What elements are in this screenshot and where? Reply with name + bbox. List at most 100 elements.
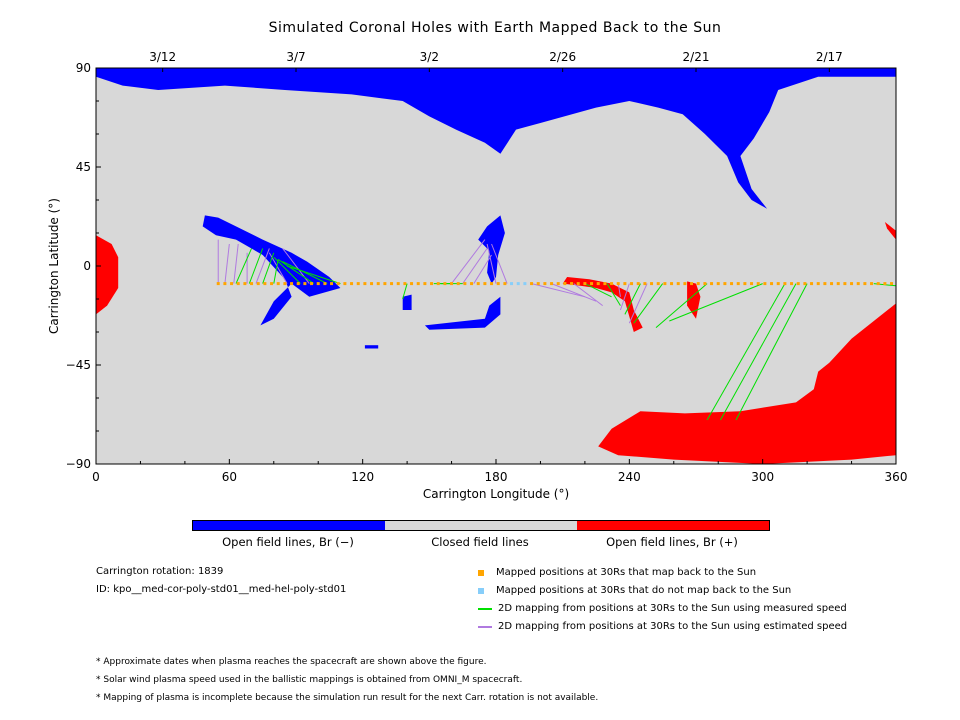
estimated-speed-line xyxy=(628,283,648,324)
mapped-position-marker xyxy=(756,282,760,286)
legend-estimated-label: 2D mapping from positions at 30Rs to the… xyxy=(498,621,848,632)
mapped-position-marker xyxy=(423,282,427,286)
mapped-position-marker xyxy=(576,282,580,286)
date-label: 2/17 xyxy=(816,50,843,64)
estimated-speed-line xyxy=(473,254,492,284)
estimated-speed-line xyxy=(486,243,497,284)
unmapped-position-marker xyxy=(523,282,527,286)
mapped-position-marker xyxy=(750,282,754,286)
chart-title: Simulated Coronal Holes with Earth Mappe… xyxy=(268,20,722,36)
mapped-position-marker xyxy=(636,282,640,286)
mapped-position-marker xyxy=(376,282,380,286)
estimated-speed-line xyxy=(573,283,603,306)
legend-mapped-label: Mapped positions at 30Rs that map back t… xyxy=(496,567,757,578)
mapped-position-marker xyxy=(803,282,807,286)
measured-speed-line xyxy=(282,261,328,285)
date-label: 3/7 xyxy=(286,50,305,64)
legend-estimated: 2D mapping from positions at 30Rs to the… xyxy=(478,621,847,632)
y-tick-label: 0 xyxy=(83,259,91,273)
estimated-speed-line xyxy=(451,239,486,284)
mapped-position-marker xyxy=(890,282,894,286)
green-line-icon xyxy=(478,607,492,610)
measured-speed-line xyxy=(606,283,621,306)
mapped-position-marker xyxy=(856,282,860,286)
colorbar-closed xyxy=(385,521,577,530)
mapped-position-marker xyxy=(776,282,780,286)
mapped-position-marker xyxy=(323,282,327,286)
legend-not-mapped-label: Mapped positions at 30Rs that do not map… xyxy=(496,585,792,596)
measured-speed-line xyxy=(235,248,253,284)
mapped-position-marker xyxy=(283,282,287,286)
note-speed: * Solar wind plasma speed used in the ba… xyxy=(96,675,523,685)
x-tick-label: 0 xyxy=(92,470,100,484)
mapped-position-marker xyxy=(796,282,800,286)
mapped-position-marker xyxy=(830,282,834,286)
estimated-speed-line xyxy=(462,248,488,284)
date-label: 2/21 xyxy=(683,50,710,64)
y-tick-label: −90 xyxy=(66,457,91,471)
mapped-position-marker xyxy=(303,282,307,286)
colorbar-open-negative xyxy=(193,521,385,530)
mapped-position-marker xyxy=(276,282,280,286)
mapped-position-marker xyxy=(710,282,714,286)
mapped-position-marker xyxy=(536,282,540,286)
measured-speed-line xyxy=(402,283,408,300)
mapped-position-marker xyxy=(336,282,340,286)
coronal-hole-positive-6 xyxy=(598,303,896,464)
mapped-position-marker xyxy=(730,282,734,286)
mapped-position-marker xyxy=(643,282,647,286)
mapped-position-marker xyxy=(243,282,247,286)
measured-speed-line xyxy=(720,283,797,421)
mapped-position-marker xyxy=(656,282,660,286)
measured-speed-line xyxy=(584,283,612,298)
note-incomplete: * Mapping of plasma is incomplete becaus… xyxy=(96,693,599,703)
mapped-position-marker xyxy=(650,282,654,286)
mapped-position-marker xyxy=(390,282,394,286)
mapped-position-marker xyxy=(270,282,274,286)
mapped-position-marker xyxy=(616,282,620,286)
mapped-position-marker xyxy=(316,282,320,286)
measured-speed-line xyxy=(706,283,786,421)
mapped-position-marker xyxy=(736,282,740,286)
mapped-position-marker xyxy=(236,282,240,286)
mapped-position-marker xyxy=(443,282,447,286)
mapped-position-marker xyxy=(403,282,407,286)
mapped-position-marker xyxy=(663,282,667,286)
mapped-position-marker xyxy=(603,282,607,286)
mapped-position-marker xyxy=(350,282,354,286)
mapped-position-marker xyxy=(356,282,360,286)
estimated-speed-line xyxy=(619,283,630,311)
mapped-position-marker xyxy=(410,282,414,286)
estimated-speed-line xyxy=(491,243,508,284)
estimated-speed-line xyxy=(531,283,586,298)
mapped-position-marker xyxy=(876,282,880,286)
mapped-position-marker xyxy=(330,282,334,286)
mapped-position-marker xyxy=(370,282,374,286)
mapped-position-marker xyxy=(223,282,227,286)
lightblue-square-icon xyxy=(478,587,484,594)
estimated-speed-line xyxy=(224,243,230,284)
mapped-position-marker xyxy=(836,282,840,286)
coronal-hole-negative-4 xyxy=(424,296,501,330)
mapped-position-marker xyxy=(696,282,700,286)
coronal-hole-negative-0 xyxy=(96,68,896,209)
mapped-position-marker xyxy=(783,282,787,286)
mapped-position-marker xyxy=(530,282,534,286)
measured-speed-line xyxy=(633,283,664,324)
y-tick-label: 90 xyxy=(76,61,91,75)
measured-speed-line xyxy=(286,265,341,285)
mapped-position-marker xyxy=(230,282,234,286)
mapped-position-marker xyxy=(396,282,400,286)
mapped-position-marker xyxy=(850,282,854,286)
mapped-position-marker xyxy=(463,282,467,286)
measured-speed-line xyxy=(248,248,264,284)
mapped-position-marker xyxy=(570,282,574,286)
mapped-position-marker xyxy=(550,282,554,286)
mapped-position-marker xyxy=(430,282,434,286)
legend-measured: 2D mapping from positions at 30Rs to the… xyxy=(478,603,847,614)
unmapped-position-marker xyxy=(516,282,520,286)
mapped-position-marker xyxy=(810,282,814,286)
mapped-position-marker xyxy=(290,282,294,286)
unmapped-position-marker xyxy=(510,282,514,286)
mapped-position-marker xyxy=(716,282,720,286)
